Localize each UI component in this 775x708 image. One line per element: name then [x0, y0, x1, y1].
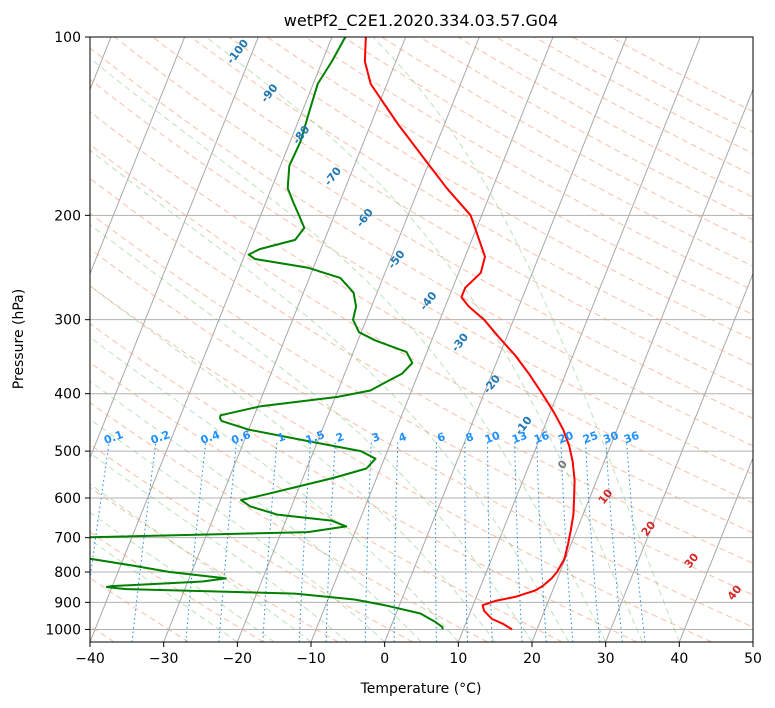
moist-adiabat — [90, 57, 607, 642]
y-tick-label: 700 — [54, 531, 81, 547]
mixing-ratio-label: 1.5 — [304, 428, 327, 447]
moist-adiabat — [90, 285, 496, 642]
mixing-ratio-line — [514, 440, 523, 642]
moist-adiabat — [90, 483, 312, 642]
mixing-ratio-line — [325, 440, 336, 642]
x-tick-label: −40 — [75, 651, 105, 667]
isotherm-line — [605, 272, 753, 642]
mixing-ratio-line — [364, 440, 372, 642]
dry-adiabat — [152, 37, 753, 393]
mixing-ratio-label: 0.1 — [102, 428, 125, 447]
mixing-ratio-line — [393, 440, 399, 642]
moist-adiabat — [372, 37, 680, 642]
moist-adiabat — [90, 452, 349, 642]
mixing-ratio-line — [487, 440, 493, 642]
x-tick-label: 40 — [670, 651, 688, 667]
y-tick-label: 100 — [54, 30, 81, 46]
y-tick-label: 900 — [54, 595, 81, 611]
isotherm-line — [384, 37, 628, 642]
dry-adiabat — [343, 37, 753, 267]
moist-adiabat — [205, 37, 643, 642]
axes: −40 −30 −20 −10 0 10 20 30 40 5010020030040050060… — [45, 30, 762, 667]
dry-adiabat — [90, 443, 414, 642]
x-tick-label: 50 — [744, 651, 762, 667]
moist-adiabat — [90, 418, 386, 642]
mixing-ratio-lines — [90, 440, 646, 642]
y-tick-label: 600 — [54, 491, 81, 507]
dry-adiabat — [90, 177, 753, 564]
y-axis-label: Pressure (hPa) — [11, 289, 27, 389]
dry-adiabat — [90, 248, 753, 628]
mixing-ratio-label: 10 — [483, 429, 502, 447]
dry-adiabat — [90, 486, 339, 642]
isotherm-line — [531, 88, 753, 642]
dry-adiabat — [114, 37, 753, 419]
mixing-ratio-label: 4 — [397, 430, 409, 445]
dewpoint-trace — [90, 37, 444, 630]
isotherm-line — [457, 37, 701, 642]
x-tick-label: 20 — [523, 651, 541, 667]
dry-adiabat — [90, 110, 753, 504]
mixing-ratio-label: 13 — [510, 429, 529, 446]
y-tick-label: 1000 — [45, 622, 81, 638]
dry-adiabats — [90, 37, 753, 642]
mixing-ratio-label: 0.4 — [199, 428, 222, 447]
dry-adiabat — [266, 37, 753, 316]
mixing-ratio-label: 0.2 — [149, 428, 172, 447]
x-tick-label: −20 — [223, 651, 253, 667]
mixing-ratio-label: 20 — [556, 429, 575, 447]
dry-adiabat — [305, 37, 753, 291]
dry-adiabat — [90, 212, 753, 596]
mixing-ratio-label: 36 — [622, 429, 641, 447]
isotherm-line — [90, 37, 186, 276]
chart-title: wetPf2_C2E1.2020.334.03.57.G04 — [284, 11, 558, 31]
dry-adiabat — [90, 285, 712, 642]
y-tick-label: 300 — [54, 313, 81, 329]
isotherm-line — [90, 37, 259, 460]
x-tick-label: −10 — [296, 651, 326, 667]
mixing-ratio-label: 16 — [532, 429, 551, 447]
isotherm-line — [90, 37, 333, 642]
x-tick-label: 30 — [597, 651, 615, 667]
isotherm-line — [163, 37, 407, 642]
mixing-ratio-label: 3 — [370, 430, 382, 445]
mixing-ratio-label: 1 — [276, 430, 288, 445]
dry-adiabat — [90, 47, 753, 447]
mixing-ratio-label: 8 — [464, 430, 476, 445]
isotherm-line — [236, 37, 480, 642]
x-tick-label: −30 — [149, 651, 179, 667]
y-tick-label: 500 — [54, 444, 81, 460]
moist-adiabat — [90, 336, 459, 642]
x-tick-label: 0 — [380, 651, 389, 667]
mixing-ratio-label: 25 — [581, 429, 600, 446]
dry-adiabat — [90, 143, 753, 534]
dry-adiabat — [190, 37, 753, 366]
sounding-traces — [90, 37, 576, 631]
mixing-ratio-line — [464, 440, 468, 642]
dry-adiabat — [90, 322, 638, 642]
moist-adiabat — [90, 223, 533, 642]
mixing-ratio-label: 0.6 — [230, 428, 253, 447]
x-axis-label: Temperature (°C) — [360, 681, 482, 697]
moist-adiabat — [90, 380, 422, 642]
plot-frame — [89, 36, 754, 643]
dry-adiabat — [228, 37, 753, 341]
mixing-ratio-line — [435, 440, 437, 642]
y-tick-label: 800 — [54, 565, 81, 581]
moist-adiabat — [90, 149, 570, 642]
y-tick-label: 400 — [54, 387, 81, 403]
mixing-ratio-label: 6 — [435, 430, 447, 445]
mixing-ratio-label: 30 — [601, 429, 620, 447]
y-tick-label: 200 — [54, 208, 81, 224]
temperature-trace — [363, 37, 576, 631]
mixing-ratio-label: 2 — [334, 430, 346, 445]
x-tick-label: 10 — [449, 651, 467, 667]
isotherm-line — [678, 456, 753, 642]
plot-area — [90, 37, 753, 642]
isobar-grid — [90, 37, 753, 630]
